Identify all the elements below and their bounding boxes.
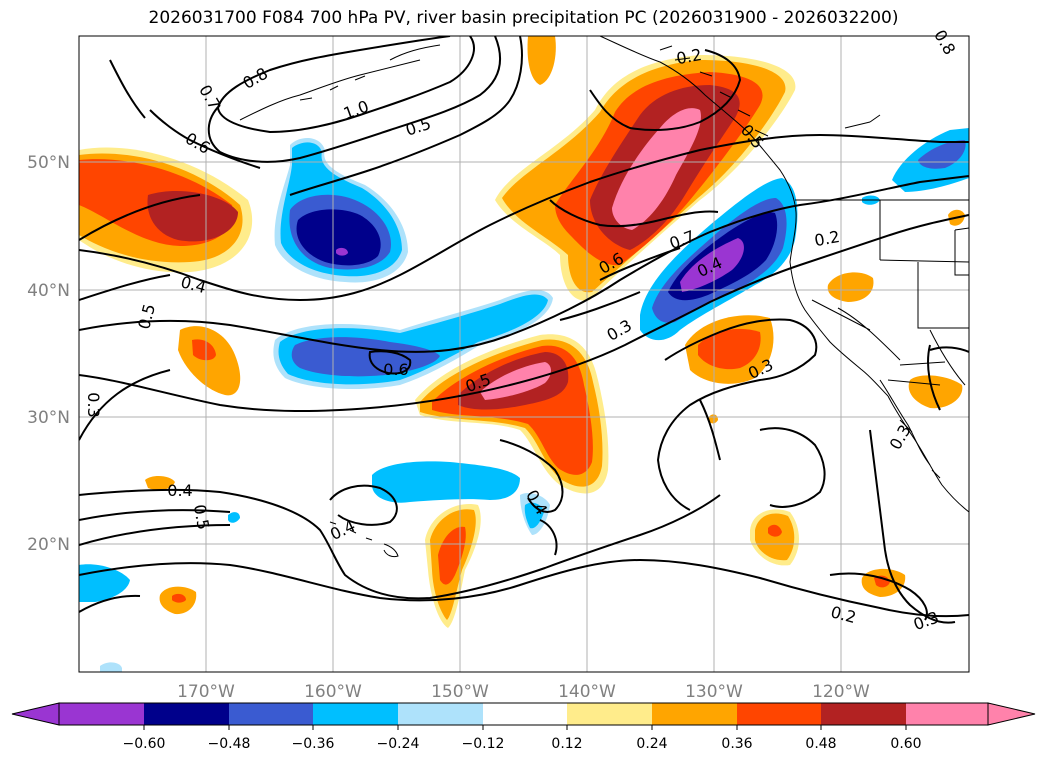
colorbar-tick-label: 0.24 xyxy=(636,736,667,752)
positive-anomaly-tiny-1 xyxy=(145,476,175,490)
colorbar-tick-label: −0.48 xyxy=(208,736,251,752)
colorbar-tick-label: −0.60 xyxy=(123,736,166,752)
contour-label: 0.6 xyxy=(383,360,408,379)
colorbar-tick-label: 0.12 xyxy=(551,736,582,752)
colorbar-tick-label: −0.12 xyxy=(462,736,505,752)
latitude-tick: 30°N xyxy=(27,408,70,428)
colorbar-bin xyxy=(737,703,821,725)
map-title: 2026031700 F084 700 hPa PV, river basin … xyxy=(148,8,899,28)
precip-shading-layer xyxy=(79,36,969,672)
colorbar: −0.60 −0.48 −0.36 −0.24 −0.12 0.12 0.24 … xyxy=(11,702,1036,752)
pv-contours xyxy=(79,36,969,624)
negative-anomaly-band-mid xyxy=(291,337,440,377)
colorbar-frame xyxy=(58,702,989,726)
colorbar-bin xyxy=(483,703,567,725)
positive-anomaly-west-darkred xyxy=(147,191,238,242)
coastlines xyxy=(239,36,969,558)
colorbar-bin xyxy=(652,703,737,725)
negative-anomaly-hawaii-north xyxy=(372,461,520,503)
colorbar-bin xyxy=(59,703,144,725)
negative-anomaly-tiny-1 xyxy=(228,512,240,523)
positive-anomaly-125w-red xyxy=(768,524,782,537)
graticule xyxy=(79,36,969,672)
longitude-tick: 120°W xyxy=(812,682,870,702)
map-frame xyxy=(78,35,970,673)
negative-anomaly-160w-core xyxy=(336,247,348,256)
contour-label: 0.4 xyxy=(167,481,192,500)
colorbar-tick-label: −0.36 xyxy=(292,736,335,752)
positive-anomaly-hawaii-red xyxy=(438,526,466,585)
colorbar-bin xyxy=(398,703,483,725)
positive-anomaly-125w-orange xyxy=(755,513,795,561)
colorbar-tick-label: −0.24 xyxy=(377,736,420,752)
longitude-tick: 130°W xyxy=(685,682,743,702)
negative-anomaly-tiny-2 xyxy=(100,662,122,672)
longitude-tick: 140°W xyxy=(558,682,616,702)
positive-anomaly-170w-red xyxy=(192,339,216,361)
colorbar-bin xyxy=(313,703,398,725)
latitude-tick: 50°N xyxy=(27,153,70,173)
longitude-tick: 170°W xyxy=(177,682,235,702)
longitude-tick: 150°W xyxy=(431,682,489,702)
latitude-tick: 20°N xyxy=(27,535,70,555)
colorbar-tick-label: 0.60 xyxy=(890,736,921,752)
contour-label: 0.2 xyxy=(813,227,841,250)
colorbar-bin xyxy=(567,703,652,725)
contour-label: 0.3 xyxy=(84,392,103,417)
colorbar-bin xyxy=(229,703,313,725)
positive-anomaly-gulf-alaska-pink xyxy=(612,108,701,230)
colorbar-bin xyxy=(821,703,906,725)
latitude-axis: 50°N 40°N 30°N 20°N xyxy=(27,153,70,555)
positive-anomaly-175w-red xyxy=(172,593,186,603)
negative-anomaly-sw xyxy=(79,564,130,602)
colorbar-tick-label: 0.48 xyxy=(805,736,836,752)
longitude-tick: 160°W xyxy=(304,682,362,702)
negative-anomaly-160w-dark xyxy=(296,209,381,266)
positive-anomaly-north xyxy=(527,36,556,85)
colorbar-extend-high xyxy=(987,702,1036,726)
colorbar-tick-label: 0.36 xyxy=(721,736,752,752)
colorbar-bin xyxy=(144,703,229,725)
longitude-axis: 170°W 160°W 150°W 140°W 130°W 120°W xyxy=(177,682,870,702)
negative-anomaly-130w-core xyxy=(680,238,744,292)
positive-anomaly-subtropical-pink xyxy=(480,362,551,400)
positive-anomaly-120w-north xyxy=(827,272,874,302)
colorbar-extend-low xyxy=(11,702,60,726)
contour-label: 0.2 xyxy=(675,45,703,68)
contour-label: 0.5 xyxy=(190,503,213,531)
colorbar-bin xyxy=(906,703,988,725)
latitude-tick: 40°N xyxy=(27,281,70,301)
